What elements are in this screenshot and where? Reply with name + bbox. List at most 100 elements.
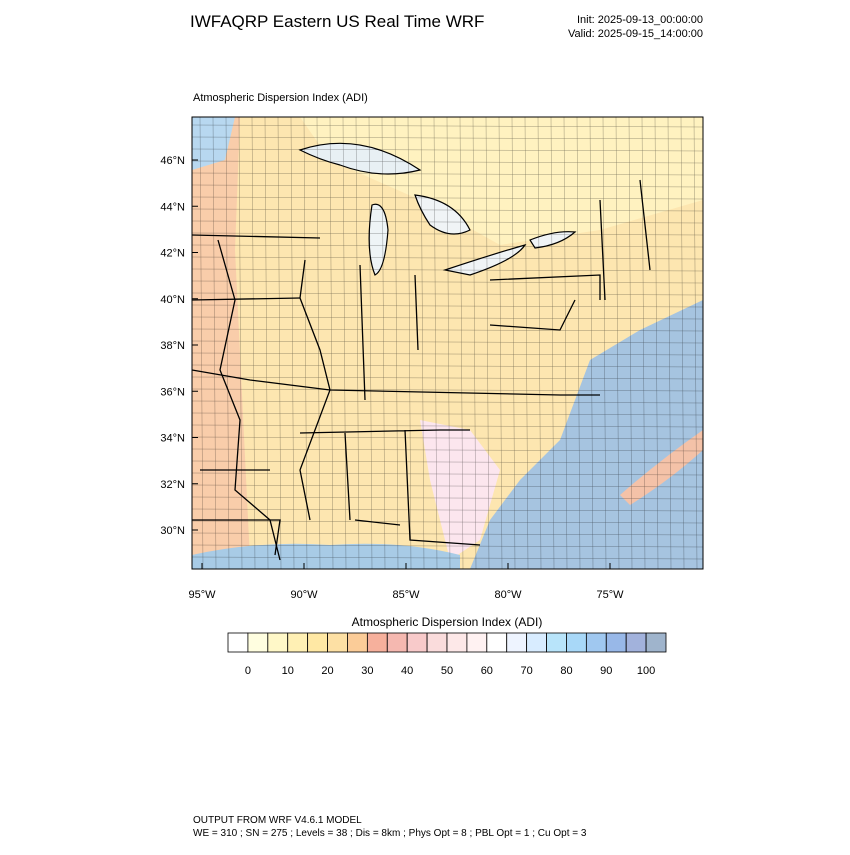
colorbar-box	[327, 632, 348, 653]
gulf	[192, 543, 460, 569]
county-line	[192, 496, 703, 500]
county-line	[192, 304, 703, 308]
county-line	[192, 508, 703, 512]
county-line	[602, 117, 607, 569]
colorbar-box	[386, 632, 408, 653]
colorbar-box	[347, 632, 368, 653]
county-line	[537, 117, 542, 569]
county-line	[368, 117, 373, 569]
county-line	[192, 364, 703, 368]
county-line	[192, 352, 703, 356]
lat-label: 34°N	[160, 433, 185, 445]
county-line	[446, 117, 451, 569]
county-line	[192, 532, 703, 536]
colorbar-label: 100	[637, 665, 655, 677]
county-line	[264, 117, 269, 569]
lat-label: 30°N	[160, 525, 185, 537]
colorbar-box	[267, 632, 289, 653]
county-line	[192, 184, 703, 188]
county-line	[192, 220, 703, 224]
county-line	[192, 376, 703, 380]
lat-label: 32°N	[160, 479, 185, 491]
colorbar-box	[566, 632, 587, 653]
county-line	[563, 117, 568, 569]
county-line	[192, 172, 703, 176]
lat-label: 38°N	[160, 340, 185, 352]
county-line	[524, 117, 529, 569]
county-line	[192, 208, 703, 212]
county-line	[472, 117, 477, 569]
county-line	[192, 268, 703, 272]
county-line	[654, 117, 659, 569]
colorbar-box	[546, 632, 567, 653]
county-line	[238, 117, 243, 569]
county-line	[192, 136, 703, 140]
colorbar-title: Atmospheric Dispersion Index (ADI)	[352, 615, 543, 629]
shading	[192, 117, 250, 569]
lat-label: 44°N	[160, 201, 185, 213]
colorbar-box	[486, 632, 508, 653]
colorbar: 0 10 20 30 40 50 60 70 80 90 100	[227, 632, 667, 677]
county-line	[192, 448, 703, 452]
lon-label: 85°W	[392, 589, 420, 601]
colorbar-box	[585, 632, 607, 653]
colorbar-box	[605, 632, 627, 653]
lon-label: 90°W	[290, 589, 318, 601]
map-axes: 46°N 44°N 42°N 40°N 38°N 36°N 34°N 32°N 30°N 95°W…	[160, 155, 624, 601]
shading	[620, 430, 703, 505]
colorbar-box	[625, 632, 647, 653]
county-line	[192, 340, 703, 344]
county-line	[192, 520, 703, 524]
shading	[192, 117, 235, 170]
colorbar-label: 50	[441, 665, 453, 677]
colorbar-box	[247, 632, 269, 653]
colorbar-label: 10	[282, 665, 294, 677]
county-line	[192, 280, 703, 284]
county-line	[485, 117, 490, 569]
county-line	[192, 328, 703, 332]
county-line	[498, 117, 503, 569]
colorbar-box	[446, 632, 468, 653]
footer-line: WE = 310 ; SN = 275 ; Levels = 38 ; Dis …	[193, 828, 587, 839]
state-borders	[192, 179, 651, 561]
shading	[300, 117, 703, 245]
county-line	[407, 117, 412, 569]
county-line	[192, 424, 703, 428]
lat-label: 42°N	[160, 248, 185, 260]
colorbar-label: 20	[321, 665, 333, 677]
county-line	[628, 117, 633, 569]
county-line	[192, 556, 703, 560]
county-line	[251, 117, 256, 569]
county-line	[225, 117, 230, 569]
county-line	[192, 244, 703, 248]
colorbar-box	[406, 632, 428, 653]
county-line	[316, 117, 321, 569]
county-line	[459, 117, 464, 569]
county-line	[342, 117, 347, 569]
colorbar-box	[526, 632, 547, 653]
lat-label: 36°N	[160, 386, 185, 398]
lon-label: 80°W	[494, 589, 522, 601]
colorbar-label: 70	[521, 665, 533, 677]
title: IWFAQRP Eastern US Real Time WRF	[190, 12, 484, 31]
county-line	[576, 117, 581, 569]
county-line	[192, 124, 703, 128]
colorbar-box	[466, 632, 488, 653]
county-line	[381, 117, 386, 569]
lat-label: 46°N	[160, 155, 185, 167]
county-line	[192, 316, 703, 320]
county-line	[290, 117, 295, 569]
lat-label: 40°N	[160, 294, 185, 306]
colorbar-box	[426, 632, 448, 653]
map-frame	[191, 116, 704, 570]
county-line	[355, 117, 360, 569]
county-line	[212, 117, 217, 569]
colorbar-label: 90	[600, 665, 612, 677]
county-line	[192, 148, 703, 152]
colorbar-box	[506, 632, 528, 653]
colorbar-label: 80	[560, 665, 572, 677]
county-line	[550, 117, 555, 569]
county-line	[329, 117, 334, 569]
county-line	[192, 256, 703, 260]
